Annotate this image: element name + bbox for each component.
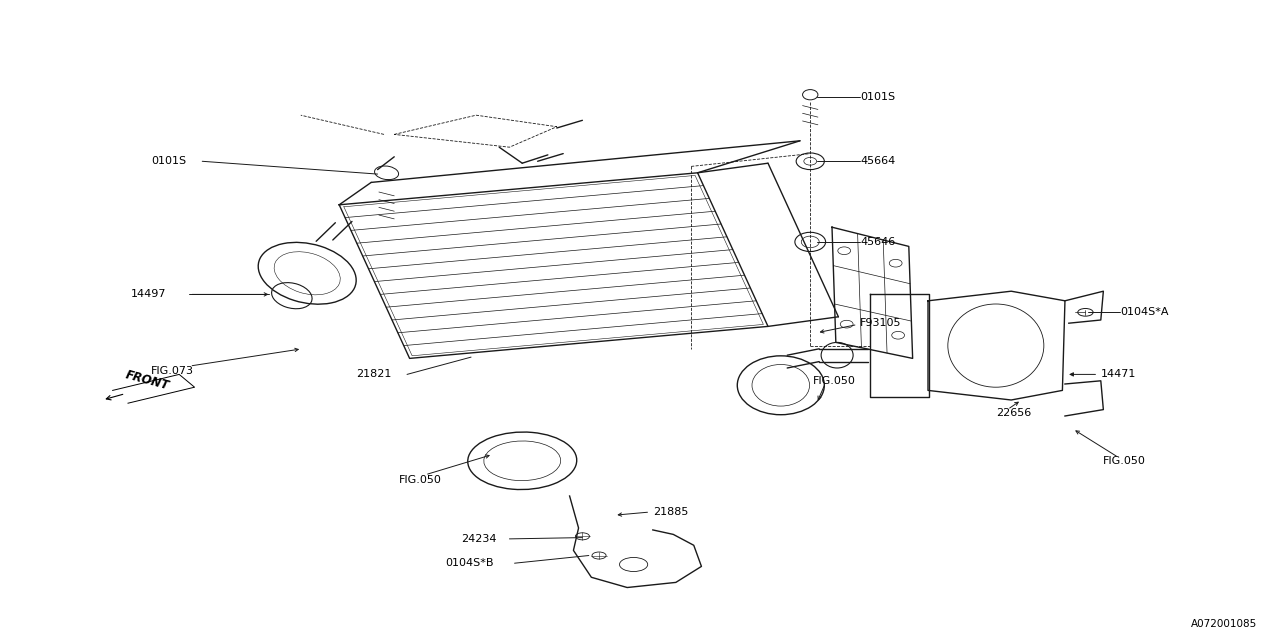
Text: 14471: 14471	[1101, 369, 1137, 380]
Text: 21821: 21821	[356, 369, 392, 380]
Text: F93105: F93105	[860, 318, 901, 328]
Text: 45664: 45664	[860, 156, 896, 166]
Text: FIG.050: FIG.050	[399, 475, 442, 485]
Text: 0101S: 0101S	[860, 92, 895, 102]
Text: FIG.050: FIG.050	[813, 376, 855, 386]
Text: FRONT: FRONT	[124, 369, 170, 393]
Text: 45646: 45646	[860, 237, 896, 247]
Text: 0101S: 0101S	[151, 156, 186, 166]
Text: 21885: 21885	[653, 507, 689, 517]
Text: 0104S*A: 0104S*A	[1120, 307, 1169, 317]
Text: 22656: 22656	[996, 408, 1032, 418]
Text: 14497: 14497	[131, 289, 166, 300]
Text: 0104S*B: 0104S*B	[445, 558, 494, 568]
Text: A072001085: A072001085	[1190, 619, 1257, 629]
Text: FIG.073: FIG.073	[151, 366, 195, 376]
Text: 24234: 24234	[461, 534, 497, 544]
Text: FIG.050: FIG.050	[1103, 456, 1146, 466]
